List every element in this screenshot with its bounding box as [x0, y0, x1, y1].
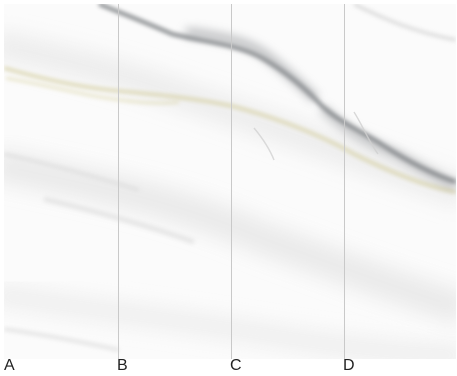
panel-divider-ab — [118, 4, 119, 359]
marble-texture — [4, 4, 456, 359]
corner-vein — [353, 4, 456, 42]
dark-vein-lower — [319, 105, 456, 190]
dark-vein-shadow — [185, 28, 319, 102]
hairline-vein-1 — [253, 127, 275, 161]
bottom-left-vein — [4, 327, 120, 352]
left-vein — [4, 152, 140, 192]
gold-vein-branch — [5, 77, 180, 105]
panel-divider-cd — [344, 4, 345, 359]
gold-vein — [4, 66, 456, 194]
soft-vein-bottom — [4, 285, 456, 359]
hairline-vein-2 — [353, 111, 379, 155]
mid-vein — [43, 196, 195, 245]
soft-vein-middle — [4, 149, 456, 324]
panel-label-a: A — [4, 357, 15, 374]
marble-bookmatch-preview — [4, 4, 456, 359]
panel-label-d: D — [343, 357, 355, 374]
panel-label-c: C — [230, 357, 242, 374]
panel-label-b: B — [117, 357, 128, 374]
panel-divider-bc — [231, 4, 232, 359]
